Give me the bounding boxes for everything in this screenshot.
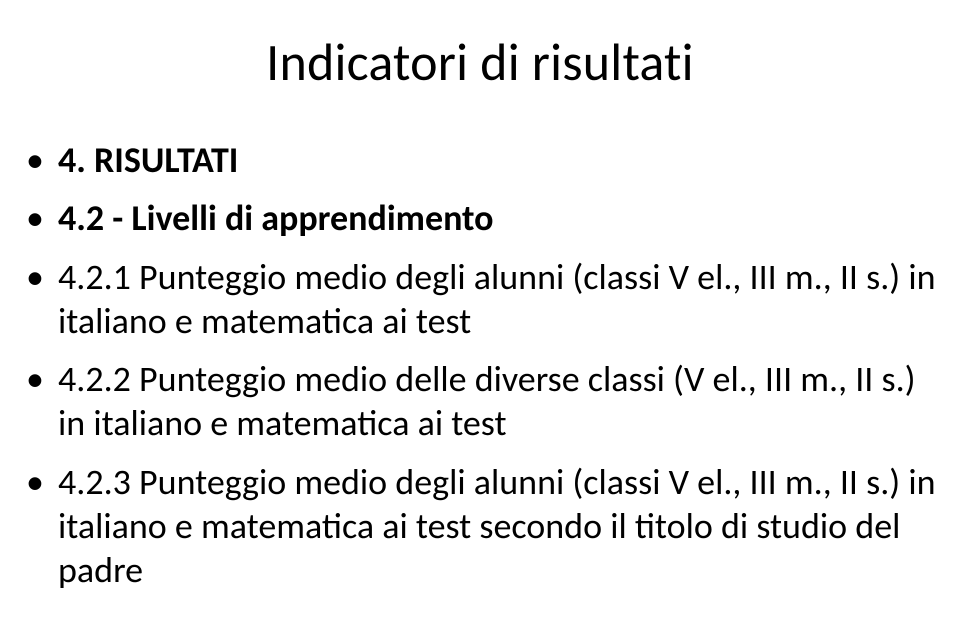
bullet-text: 4.2.3 Punteggio medio degli alunni (clas… — [58, 460, 936, 593]
slide: Indicatori di risultati 4. RISULTATI 4.2… — [0, 0, 960, 626]
bullet-text: 4.2.1 Punteggio medio degli alunni (clas… — [58, 255, 936, 343]
bullet-item: 4.2 - Livelli di apprendimento — [24, 196, 936, 240]
bullet-text: 4.2.2 Punteggio medio delle diverse clas… — [58, 357, 916, 445]
bullet-item: 4.2.3 Punteggio medio degli alunni (clas… — [24, 460, 936, 593]
bullet-item: 4.2.1 Punteggio medio degli alunni (clas… — [24, 255, 936, 344]
bullet-text: 4. RISULTATI — [58, 138, 238, 182]
bullet-text: 4.2 - Livelli di apprendimento — [58, 196, 494, 240]
bullet-item: 4. RISULTATI — [24, 138, 936, 182]
bullet-list: 4. RISULTATI 4.2 - Livelli di apprendime… — [18, 138, 942, 592]
slide-title: Indicatori di risultati — [18, 30, 942, 94]
bullet-item: 4.2.2 Punteggio medio delle diverse clas… — [24, 357, 936, 446]
